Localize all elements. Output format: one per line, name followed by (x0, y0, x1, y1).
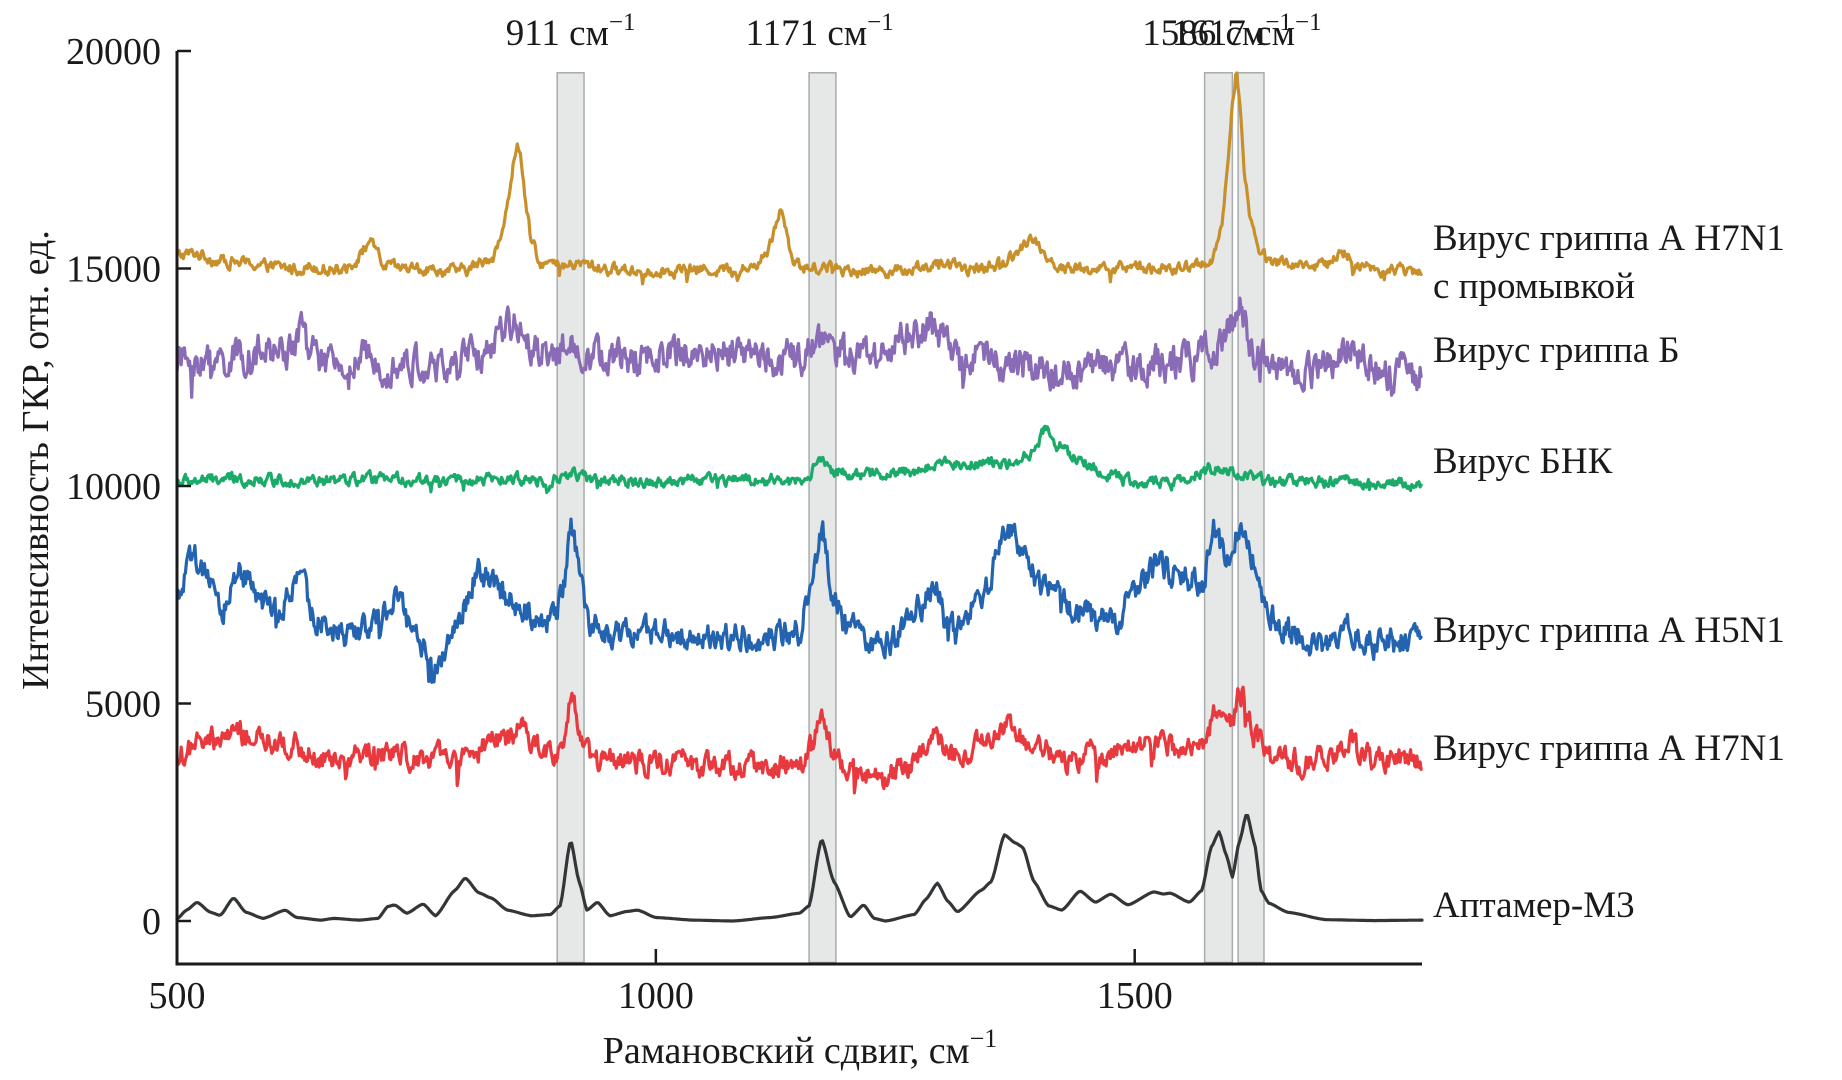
band-label-text: 1171 см (745, 13, 867, 54)
axes (175, 51, 1422, 966)
series-label-1: с промывкой (1433, 266, 1635, 307)
x-axis-title-sup: −1 (970, 1024, 998, 1053)
band-label-1171: 1171 см−1 (745, 9, 893, 54)
x-axis-title-text: Рамановский сдвиг, см (603, 1030, 970, 1072)
x-axis-title: Рамановский сдвиг, см−1 (603, 1024, 998, 1072)
series-label-3: Вирус БНК (1433, 441, 1613, 482)
series-label-1: Вирус гриппа А H7N1 (1433, 218, 1785, 259)
series-labels: Вирус гриппа А H7N1 с промывкой Вирус грип… (1433, 218, 1785, 926)
band-label-sup: −1 (1295, 9, 1322, 36)
trace-3 (175, 424, 1423, 495)
series-label-6: Аптамер-М3 (1433, 885, 1635, 926)
spectra-traces (175, 71, 1424, 923)
trace-1 (175, 71, 1423, 286)
band-label-sup: −1 (867, 9, 894, 36)
band-label-1617: 1617 см−1 (1172, 9, 1322, 54)
highlight-bands (556, 72, 1265, 964)
trace-6 (175, 814, 1424, 923)
y-tick-label-0: 0 (142, 901, 161, 943)
highlight-band-1171 (808, 72, 837, 964)
trace-2 (175, 296, 1423, 399)
band-label-text: 911 см (506, 13, 609, 54)
trace-4 (175, 517, 1423, 684)
y-tick-label-20000: 20000 (66, 31, 161, 73)
y-tick-label-15000: 15000 (66, 249, 161, 291)
y-tick-label-10000: 10000 (66, 466, 161, 508)
ticks: 0 5000 10000 15000 20000 500 1000 1500 (66, 31, 1173, 1017)
band-label-sup: −1 (609, 9, 636, 36)
y-tick-label-5000: 5000 (85, 684, 161, 726)
series-label-4: Вирус гриппа А H5N1 (1433, 610, 1785, 651)
trace-5 (175, 685, 1423, 795)
x-tick-label-500: 500 (149, 975, 206, 1017)
highlight-band-1586 (1203, 72, 1234, 964)
band-label-911: 911 см−1 (506, 9, 636, 54)
series-label-2: Вирус гриппа Б (1433, 330, 1680, 371)
band-label-sup: −1 (1265, 9, 1292, 36)
band-label-1586: 1586 см−1 (1142, 9, 1292, 54)
x-tick-label-1500: 1500 (1097, 975, 1173, 1017)
axis-frame (175, 51, 1422, 966)
y-axis-title: Интенсивность ГКР, отн. ед. (15, 230, 57, 690)
band-label-text: 1617 см (1172, 13, 1295, 54)
x-tick-label-1000: 1000 (618, 975, 694, 1017)
band-label-text: 1586 см (1142, 13, 1265, 54)
series-label-5: Вирус гриппа А H7N1 (1433, 728, 1785, 769)
